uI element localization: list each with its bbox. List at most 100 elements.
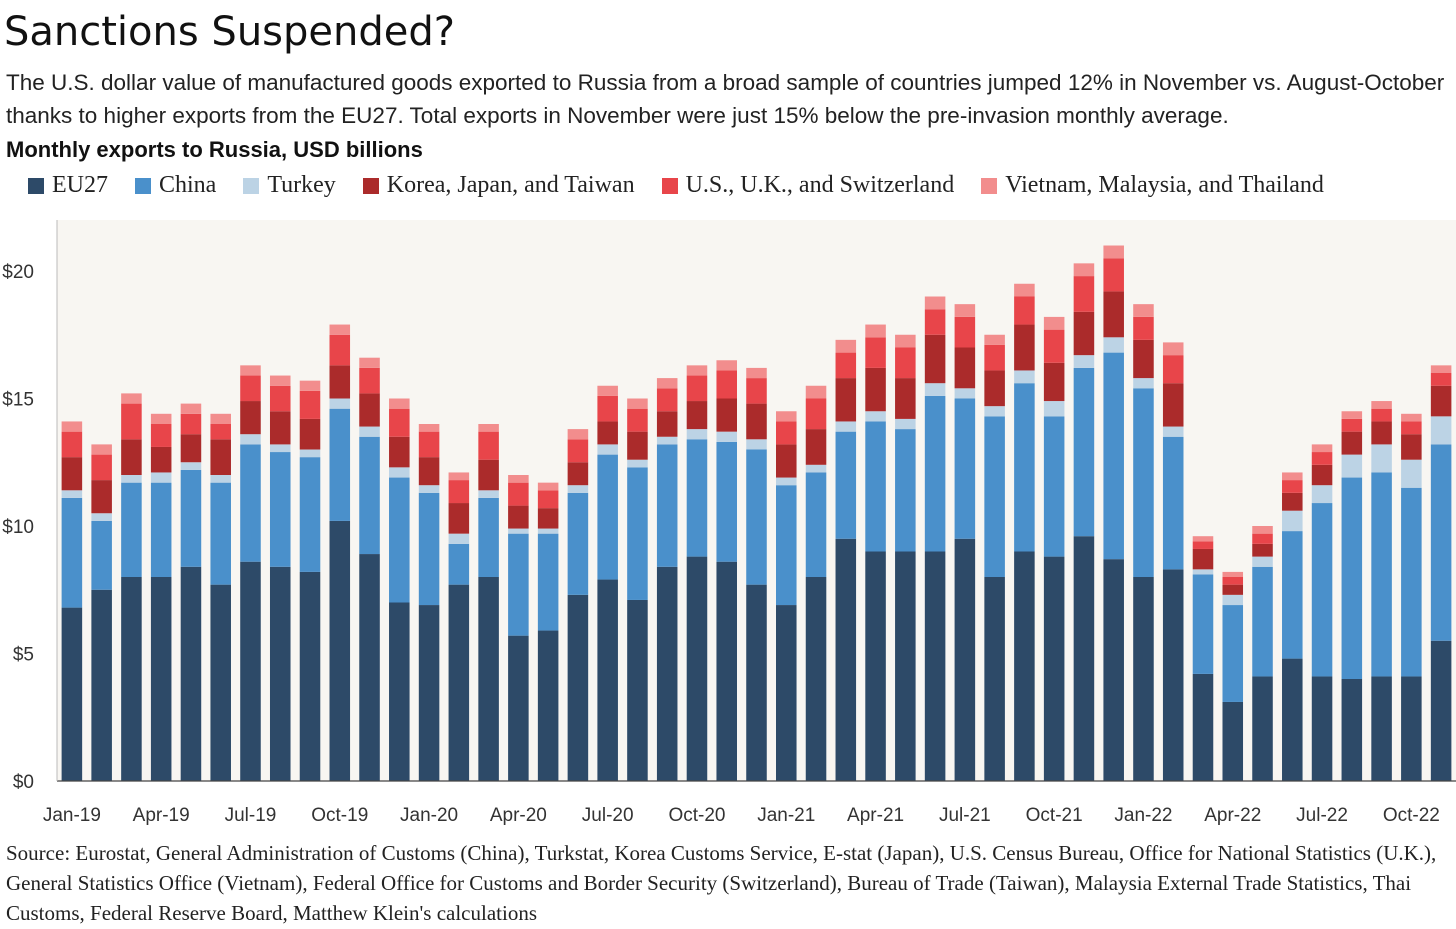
- bar-segment: [210, 439, 231, 475]
- bar-segment: [210, 424, 231, 440]
- bar-segment: [1043, 362, 1065, 402]
- bar-segment: [686, 375, 708, 402]
- bar-segment: [389, 477, 410, 603]
- bar-segment: [865, 411, 886, 422]
- x-tick-label: Jul-19: [225, 805, 277, 826]
- bar-segment: [508, 505, 529, 529]
- bar-segment: [1222, 571, 1244, 577]
- bar-segment: [1014, 283, 1035, 297]
- bar-segment: [954, 388, 976, 399]
- x-tick-label: Jul-20: [582, 805, 634, 826]
- bar-segment: [1430, 640, 1452, 781]
- bar-segment: [865, 551, 886, 781]
- bar-segment: [895, 378, 916, 419]
- bar-segment: [924, 334, 946, 384]
- bar-segment: [537, 528, 559, 534]
- bar-segment: [1073, 311, 1095, 356]
- bar-segment: [627, 467, 648, 600]
- bar-segment: [1341, 431, 1363, 455]
- bar-segment: [954, 347, 976, 389]
- bar-segment: [1252, 556, 1273, 567]
- bar-segment: [1192, 673, 1214, 781]
- bar-segment: [924, 551, 946, 781]
- bar-segment: [91, 513, 112, 521]
- bar-segment: [1043, 556, 1065, 781]
- bar-segment: [835, 352, 857, 379]
- bar-segment: [716, 398, 737, 432]
- bar-segment: [1014, 324, 1035, 371]
- bar-segment: [805, 472, 827, 577]
- bar-segment: [389, 467, 410, 478]
- bar-segment: [1401, 487, 1422, 677]
- bar-segment: [61, 607, 83, 781]
- bar-segment: [180, 434, 202, 463]
- bar-segment: [240, 365, 261, 376]
- bar-segment: [1401, 676, 1422, 781]
- bar-segment: [1222, 701, 1244, 781]
- bar-segment: [1371, 408, 1392, 422]
- bar-segment: [954, 398, 976, 539]
- bar-segment: [1430, 365, 1452, 373]
- bar-segment: [1073, 355, 1095, 368]
- bar-segment: [984, 577, 1005, 781]
- bar-segment: [686, 401, 708, 430]
- bar-segment: [359, 554, 380, 781]
- bar-segment: [1341, 418, 1363, 432]
- bar-segment: [567, 439, 589, 463]
- bar-segment: [746, 378, 767, 404]
- bar-segment: [150, 482, 172, 577]
- bar-segment: [1371, 444, 1392, 473]
- bar-segment: [1341, 411, 1363, 419]
- bar-segment: [150, 446, 172, 473]
- bar-segment: [1252, 543, 1273, 557]
- bar-segment: [1311, 485, 1333, 504]
- legend-swatch: [243, 177, 260, 194]
- bar-segment: [716, 370, 737, 399]
- x-tick-label: Jan-20: [400, 805, 458, 826]
- legend-item: U.S., U.K., and Switzerland: [661, 172, 954, 199]
- bar-segment: [508, 482, 529, 506]
- bar-segment: [91, 444, 112, 455]
- bar-segment: [686, 439, 708, 557]
- bar-segment: [1162, 569, 1184, 781]
- bar-segment: [1282, 510, 1303, 532]
- x-tick-label: Jan-21: [757, 805, 815, 826]
- bar-segment: [240, 401, 261, 435]
- bar-segment: [150, 424, 172, 447]
- bar-segment: [537, 490, 559, 509]
- bar-segment: [448, 503, 470, 534]
- bar-segment: [776, 605, 797, 781]
- bar-segment: [389, 408, 410, 437]
- legend-label: Korea, Japan, and Taiwan: [386, 172, 635, 198]
- bar-segment: [686, 365, 708, 376]
- bar-segment: [478, 497, 499, 577]
- bar-segment: [1103, 352, 1124, 560]
- bar-segment: [1133, 378, 1154, 389]
- x-tick-label: Oct-19: [311, 805, 368, 826]
- bar-segment: [359, 426, 380, 437]
- bar-segment: [150, 472, 172, 483]
- bar-segment: [835, 378, 857, 422]
- bar-segment: [210, 584, 231, 781]
- legend: EU27 China Turkey Korea, Japan, and Taiwan U…: [28, 172, 1324, 199]
- bar-segment: [1430, 444, 1452, 641]
- chart-title: Sanctions Suspended?: [4, 9, 455, 55]
- x-tick-label: Jan-22: [1114, 805, 1172, 826]
- bar-segment: [776, 485, 797, 606]
- bar-segment: [895, 551, 916, 781]
- bar-segment: [329, 408, 351, 521]
- bar-segment: [776, 444, 797, 478]
- bar-segment: [1282, 472, 1303, 481]
- bar-segment: [1341, 477, 1363, 679]
- bar-segment: [61, 490, 83, 498]
- bar-segment: [1162, 426, 1184, 437]
- legend-label: Turkey: [267, 172, 336, 198]
- bar-segment: [1192, 548, 1214, 570]
- bar-segment: [746, 449, 767, 585]
- bar-segment: [954, 304, 976, 317]
- x-tick-label: Oct-21: [1026, 805, 1083, 826]
- bar-segment: [150, 577, 172, 781]
- bar-segment: [1103, 291, 1124, 338]
- bar-segment: [91, 520, 112, 590]
- bar-segment: [1282, 658, 1303, 781]
